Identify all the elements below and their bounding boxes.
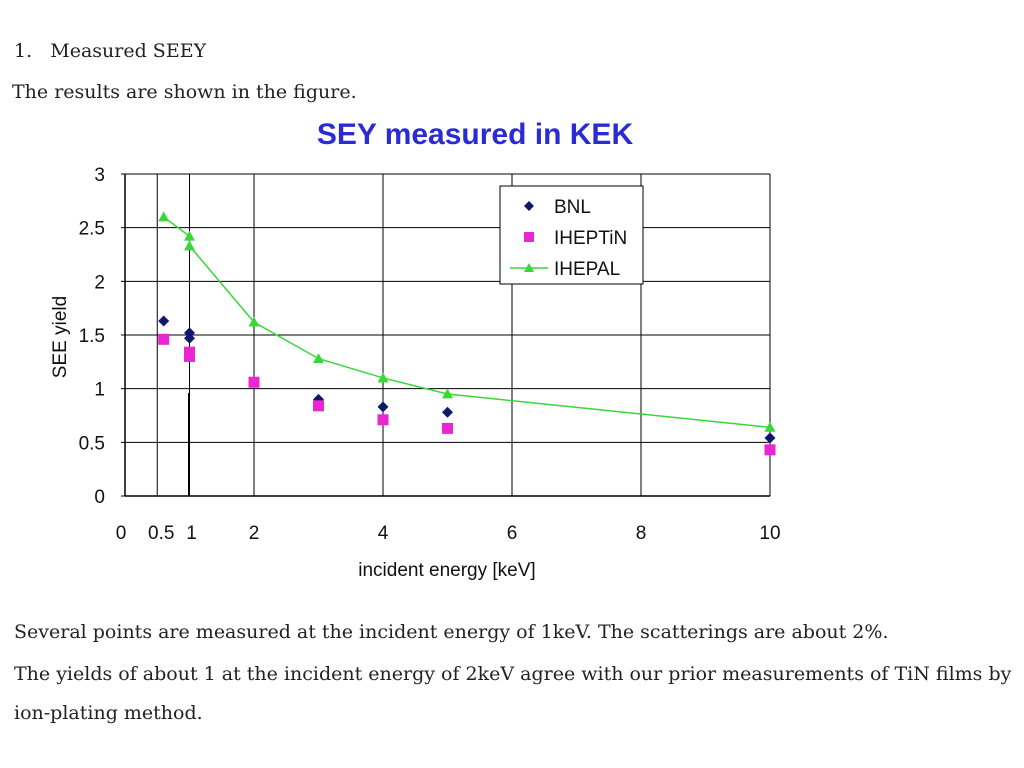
section-number: 1. [14,40,33,62]
triangle-point [158,211,170,222]
square-point [764,444,776,456]
legend-label: BNL [554,197,591,218]
square-point [313,400,324,412]
x-tick-label: 0 [116,523,127,544]
intro-text: The results are shown in the figure. [12,81,357,103]
x-tick-label: 0.5 [148,523,174,544]
section-title: Measured SEEY [50,40,207,62]
series-iheptin [158,333,776,456]
chart-title: SEY measured in KEK [316,118,634,151]
x-tick-label: 6 [507,523,518,544]
x-axis-label: incident energy [keV] [358,560,535,581]
diamond-point [158,315,170,327]
diamond-point [442,406,453,418]
y-tick-label: 0 [94,487,105,508]
y-tick-label: 2.5 [79,219,105,240]
x-tick-label: 1 [186,523,197,544]
x-tick-label: 4 [378,523,389,544]
diamond-point [377,401,389,413]
diamond-point [764,432,776,444]
square-point [377,414,389,426]
triangle-point [184,230,195,241]
triangle-point [313,353,324,364]
triangle-point [442,388,453,399]
square-point [158,333,170,345]
legend-item: BNL [524,197,591,218]
section-heading: 1. Measured SEEY [14,40,206,62]
square-point [442,422,453,434]
y-tick-label: 3 [94,165,105,186]
y-tick-label: 1 [94,380,105,401]
y-tick-label: 1.5 [79,326,105,347]
legend-marker [524,232,534,242]
legend-item: IHEPAL [510,259,620,280]
x-tick-label: 10 [759,523,780,544]
triangle-point [184,240,195,251]
legend-label: IHEPAL [554,259,620,280]
triangle-point [248,316,260,327]
series-ihepal [158,211,776,432]
legend-item: IHEPTiN [524,228,627,249]
x-tick-label: 2 [249,523,260,544]
square-point [248,376,260,388]
legend-label: IHEPTiN [554,228,627,249]
diamond-point [184,332,195,344]
paragraph-agreement: The yields of about 1 at the incident en… [14,663,1012,724]
paragraph-scattering: Several points are measured at the incid… [14,621,889,643]
square-point [184,350,195,362]
x-tick-label: 8 [636,523,647,544]
triangle-point [764,421,776,432]
triangle-point [377,372,389,383]
y-axis-label: SEE yield [50,296,71,378]
legend-marker [524,263,534,272]
y-tick-label: 2 [94,272,105,293]
y-tick-label: 0.5 [79,433,105,454]
legend: BNL IHEPTiN IHEPAL [499,185,644,285]
legend-marker [524,201,534,211]
